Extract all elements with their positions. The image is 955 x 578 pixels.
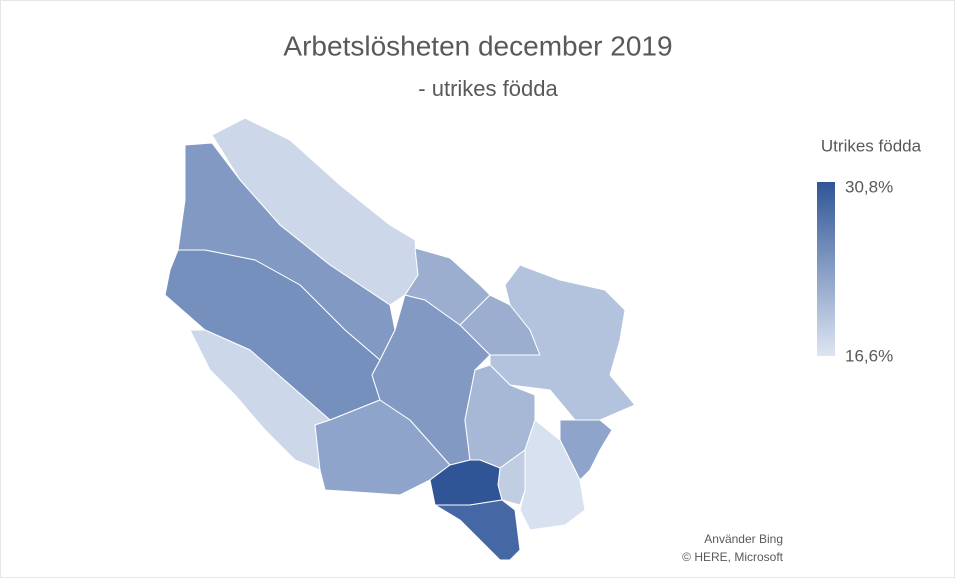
region [434,499,521,561]
attribution: © HERE, Microsoft [682,550,784,564]
legend-max-label: 30,8% [845,177,893,196]
legend-title: Utrikes födda [821,136,922,155]
map-subtitle: - utrikes födda [418,76,558,101]
legend-bar [817,182,835,356]
map-title: Arbetslösheten december 2019 [283,30,672,61]
legend-min-label: 16,6% [845,346,893,365]
regions [164,117,636,561]
attribution: Använder Bing [704,532,783,546]
